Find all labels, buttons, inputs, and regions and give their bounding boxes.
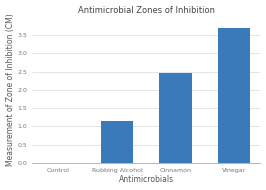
Title: Antimicrobial Zones of Inhibition: Antimicrobial Zones of Inhibition bbox=[78, 6, 215, 15]
Bar bbox=[218, 28, 250, 163]
X-axis label: Antimicrobials: Antimicrobials bbox=[119, 175, 174, 184]
Y-axis label: Measurement of Zone of Inhibition (CM): Measurement of Zone of Inhibition (CM) bbox=[6, 13, 15, 166]
Bar bbox=[159, 73, 192, 163]
Bar bbox=[101, 121, 133, 163]
